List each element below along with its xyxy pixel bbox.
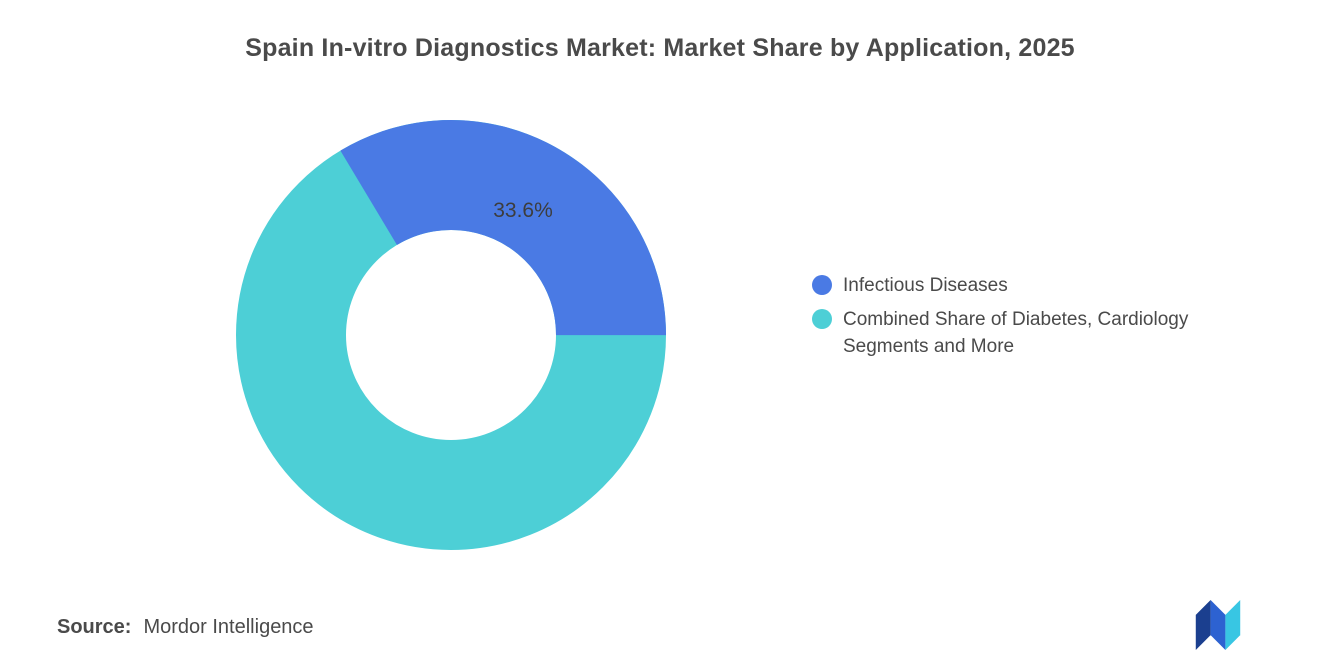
donut-chart: 33.6% xyxy=(231,115,671,555)
logo-mark xyxy=(1195,600,1241,650)
legend-swatch xyxy=(812,275,832,295)
legend-swatch xyxy=(812,309,832,329)
legend-item-combined-share: Combined Share of Diabetes, Cardiology S… xyxy=(812,306,1263,360)
legend: Infectious Diseases Combined Share of Di… xyxy=(812,272,1263,360)
logo-band-middle xyxy=(1210,600,1226,650)
source-line: Source: Mordor Intelligence xyxy=(57,616,314,639)
chart-title: Spain In-vitro Diagnostics Market: Marke… xyxy=(245,34,1075,62)
legend-item-infectious-diseases: Infectious Diseases xyxy=(812,272,1263,299)
legend-label: Infectious Diseases xyxy=(843,275,1008,296)
logo-band-right xyxy=(1225,600,1241,650)
source-value: Mordor Intelligence xyxy=(143,616,314,638)
legend-label: Combined Share of Diabetes, Cardiology S… xyxy=(843,309,1189,357)
donut-svg: 33.6% xyxy=(236,120,666,550)
source-label: Source: xyxy=(57,616,132,638)
donut-segment-infectious-diseases xyxy=(236,120,666,550)
mordor-intelligence-logo xyxy=(1190,600,1246,650)
data-label-infectious-diseases: 33.6% xyxy=(493,199,553,222)
logo-band-left xyxy=(1195,600,1211,650)
